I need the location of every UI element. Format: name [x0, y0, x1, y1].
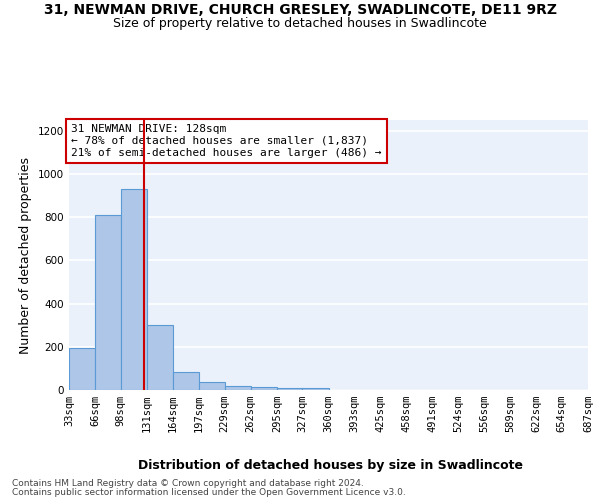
Bar [199, 382, 224, 390]
Text: Size of property relative to detached houses in Swadlincote: Size of property relative to detached ho… [113, 18, 487, 30]
Bar [277, 388, 302, 390]
Y-axis label: Number of detached properties: Number of detached properties [19, 156, 32, 354]
Bar [147, 325, 173, 390]
Bar [173, 372, 199, 390]
Text: Contains public sector information licensed under the Open Government Licence v3: Contains public sector information licen… [12, 488, 406, 497]
Bar [302, 388, 329, 390]
Text: 31 NEWMAN DRIVE: 128sqm
← 78% of detached houses are smaller (1,837)
21% of semi: 31 NEWMAN DRIVE: 128sqm ← 78% of detache… [71, 124, 382, 158]
Bar [224, 386, 251, 390]
Text: 31, NEWMAN DRIVE, CHURCH GRESLEY, SWADLINCOTE, DE11 9RZ: 31, NEWMAN DRIVE, CHURCH GRESLEY, SWADLI… [44, 2, 557, 16]
Text: Contains HM Land Registry data © Crown copyright and database right 2024.: Contains HM Land Registry data © Crown c… [12, 478, 364, 488]
Bar [69, 348, 95, 390]
Bar [251, 387, 277, 390]
Text: Distribution of detached houses by size in Swadlincote: Distribution of detached houses by size … [137, 460, 523, 472]
Bar [95, 215, 121, 390]
Bar [121, 189, 147, 390]
